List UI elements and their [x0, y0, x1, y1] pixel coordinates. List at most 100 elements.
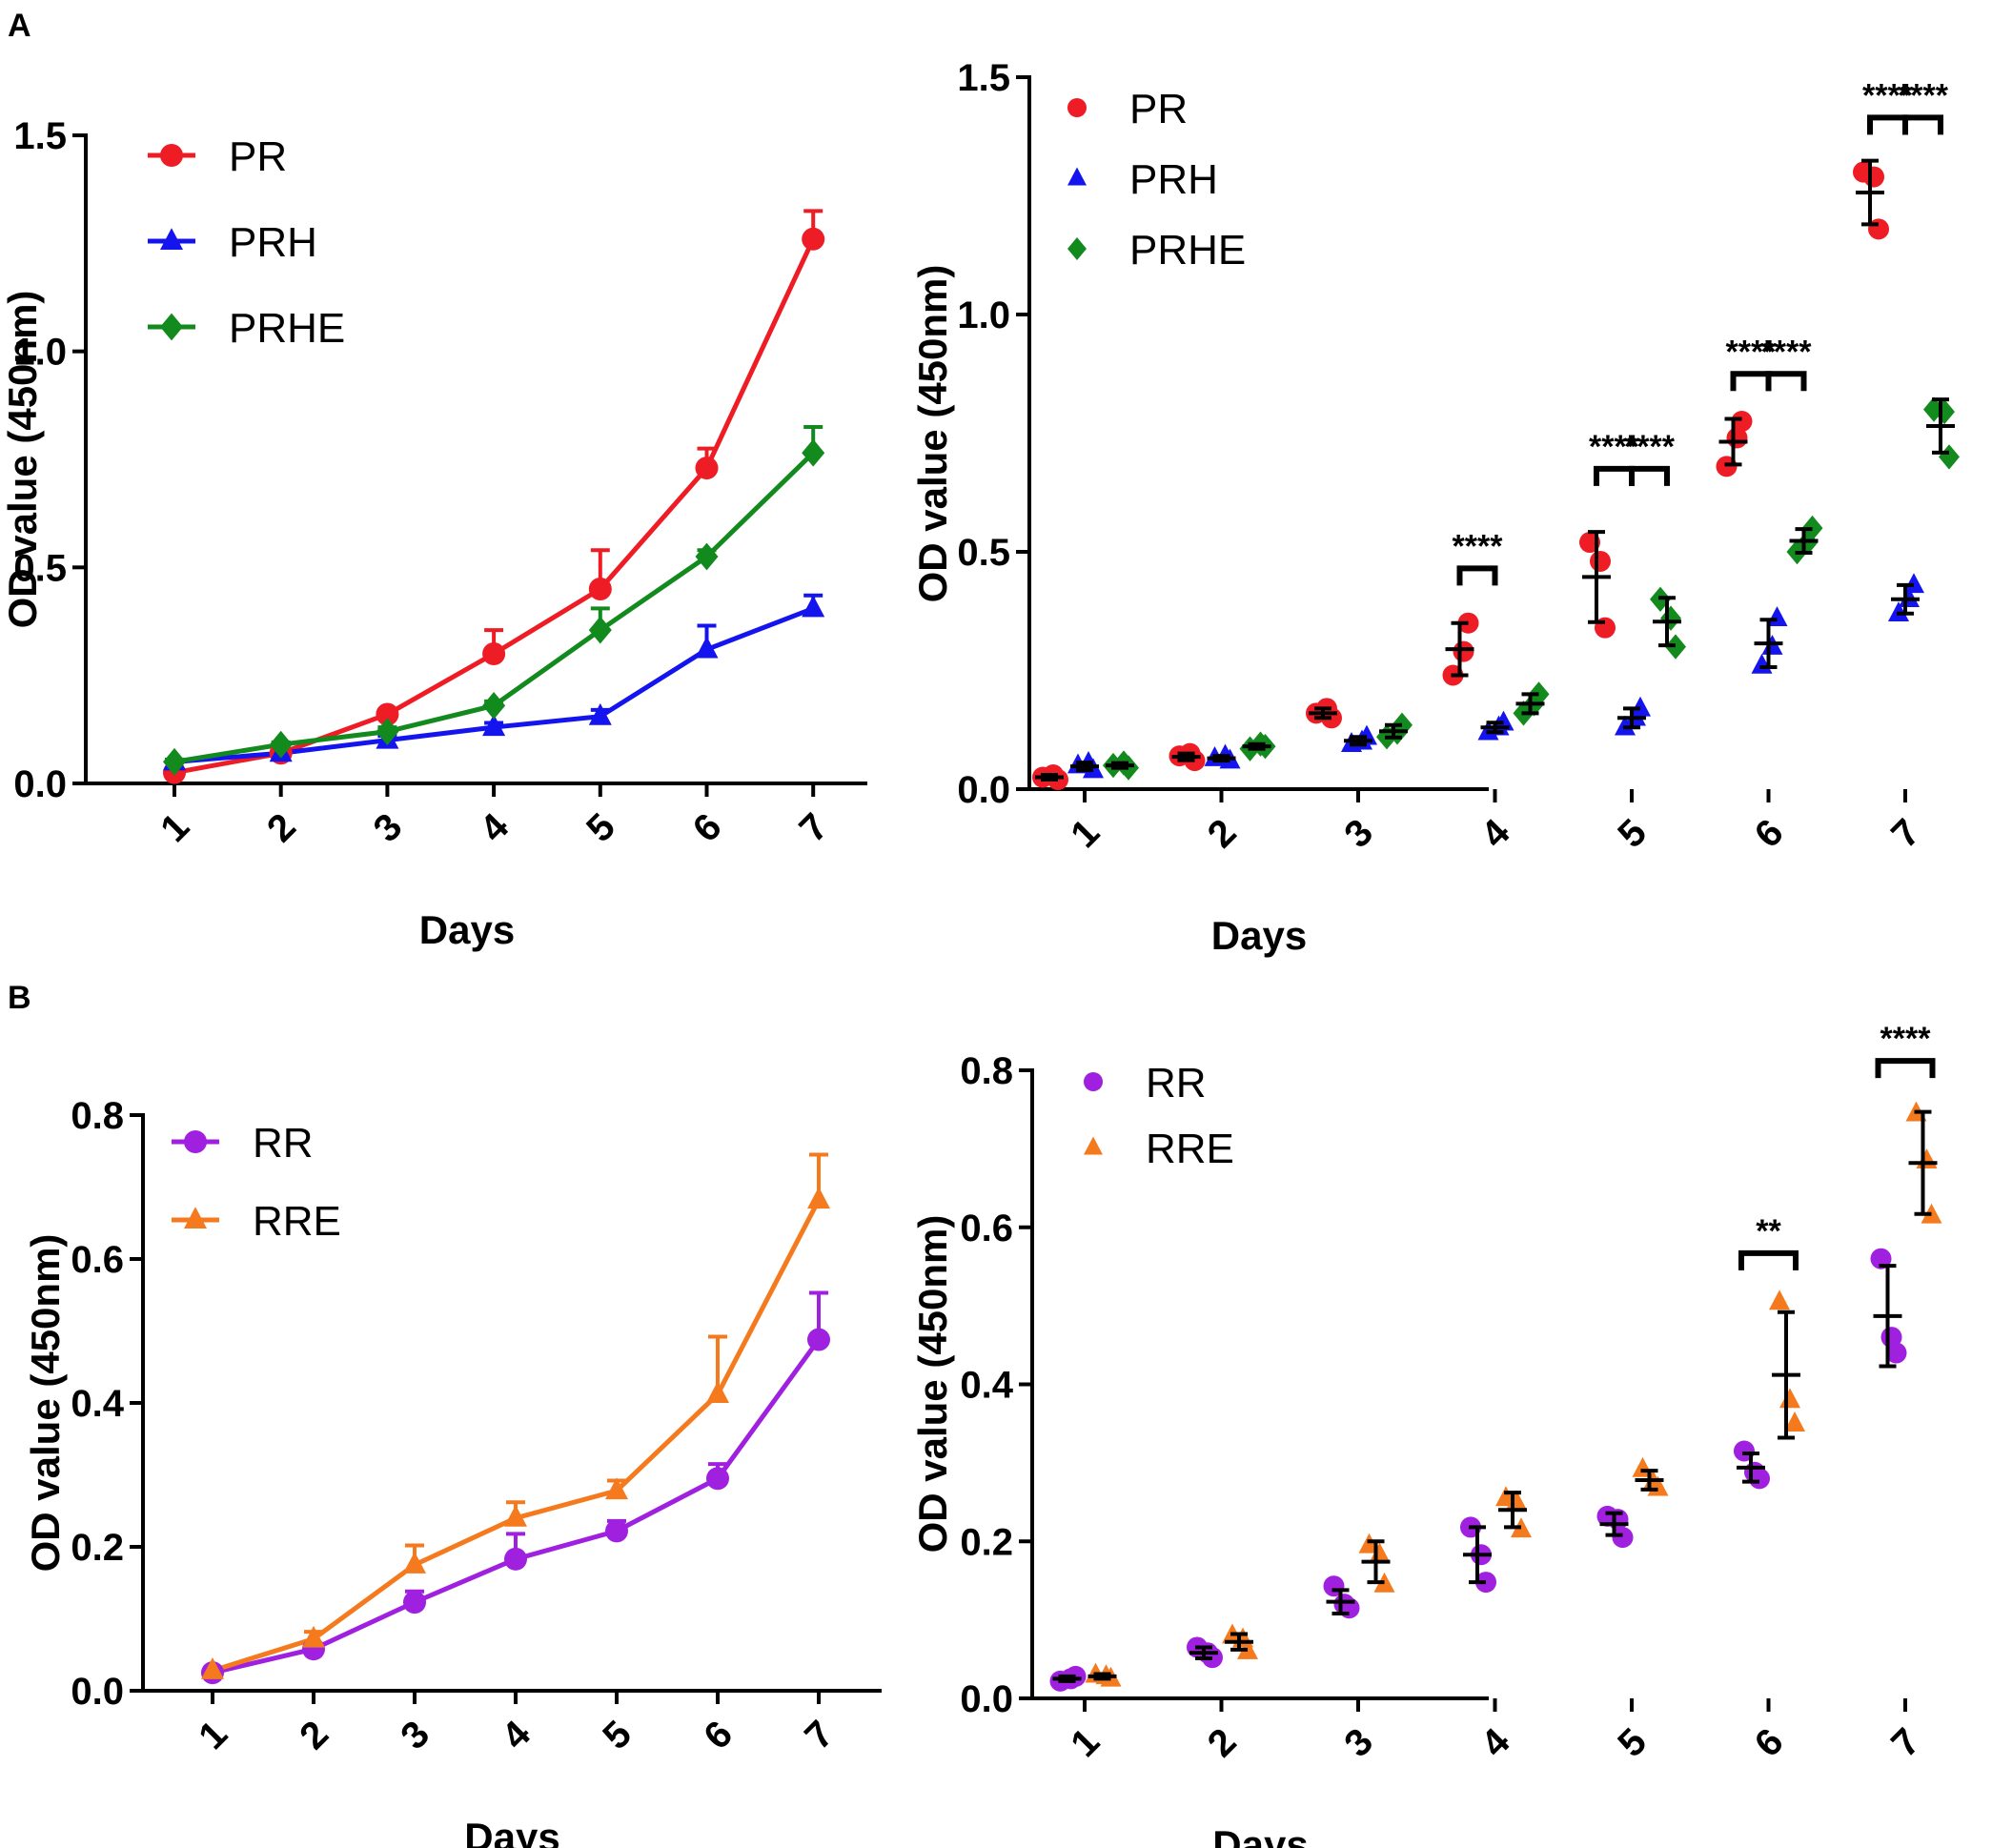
- y-tick-label: 0.0: [71, 1671, 124, 1713]
- significance-label: ****: [1880, 1021, 1932, 1057]
- x-tick-label: 4: [494, 1713, 539, 1757]
- data-point-prh: [1888, 601, 1909, 621]
- y-tick-label: 1.5: [957, 57, 1010, 99]
- y-tick-label: 1.0: [957, 294, 1010, 336]
- y-tick-label: 0.8: [960, 1050, 1013, 1092]
- chart-a-right-scatter: 0.0 0.5 1.0 1.5 1 2 3 4 5 6 7 Days OD value (450nm) *…: [910, 57, 1960, 958]
- x-tick-label: 5: [595, 1713, 640, 1757]
- x-tick-label: 7: [797, 1713, 842, 1757]
- data-point-rr: [605, 1519, 628, 1543]
- data-point-rre: [706, 1381, 729, 1403]
- legend-marker-rre: [184, 1207, 207, 1229]
- y-tick-label: 0.2: [960, 1521, 1013, 1563]
- data-point-rr: [706, 1467, 729, 1491]
- x-tick-label: 4: [1474, 1720, 1518, 1765]
- y-tick-label: 0.4: [960, 1365, 1013, 1407]
- chart-a-left-line: 0.0 0.5 1.0 1.5 1 2 3 4 5 6 7 Days OD value (450nm) P…: [0, 115, 867, 952]
- significance-label: ****: [1589, 429, 1640, 465]
- legend-label-prhe: PRHE: [1129, 227, 1246, 274]
- data-point-rre: [504, 1505, 527, 1527]
- x-axis-title: Days: [1212, 1822, 1308, 1848]
- data-point-prhe: [269, 730, 293, 759]
- significance-label: ****: [1624, 429, 1676, 465]
- y-tick-label: 0.8: [71, 1095, 124, 1137]
- x-tick-label: 6: [1747, 811, 1792, 856]
- data-point-pr: [802, 227, 825, 251]
- data-point-rre: [807, 1187, 830, 1209]
- data-point-pr: [695, 457, 719, 480]
- legend-label-rr: RR: [1146, 1060, 1207, 1107]
- x-tick-label: 6: [1747, 1720, 1792, 1765]
- legend-label-prhe: PRHE: [229, 305, 345, 352]
- x-tick-label: 5: [579, 805, 623, 850]
- x-tick-label: 3: [1336, 1720, 1381, 1765]
- data-point-rr: [1333, 1594, 1355, 1615]
- legend-label-prh: PRH: [229, 219, 317, 266]
- significance-bracket: [1456, 565, 1498, 586]
- x-tick-label: 1: [152, 805, 197, 850]
- legend-label-rre: RRE: [1146, 1126, 1234, 1172]
- data-point-pr: [1731, 411, 1753, 433]
- data-point-rr: [504, 1547, 527, 1571]
- x-tick-label: 4: [1474, 811, 1518, 856]
- panel-label-b: B: [8, 980, 31, 1016]
- legend-marker-pr: [160, 144, 183, 167]
- y-tick-label: 0.6: [960, 1208, 1013, 1249]
- significance-bracket: [1765, 371, 1807, 392]
- data-point-prh: [802, 595, 825, 618]
- x-tick-label: 3: [366, 805, 411, 850]
- x-tick-label: 3: [1336, 811, 1381, 856]
- data-point-prhe: [482, 692, 506, 720]
- y-tick-label: 0.0: [13, 763, 67, 805]
- legend-marker-rr: [184, 1130, 207, 1153]
- significance-label: ****: [1726, 334, 1778, 370]
- data-point-rr: [403, 1591, 426, 1614]
- significance-label: ****: [1453, 528, 1504, 564]
- series-line-rre: [212, 1198, 822, 1674]
- y-axis-title: OD value (450nm): [910, 1215, 955, 1554]
- x-tick-label: 7: [1883, 1720, 1928, 1765]
- data-point-rre: [605, 1477, 628, 1500]
- y-axis-title: OD value (450nm): [910, 265, 955, 603]
- legend-label-prh: PRH: [1129, 156, 1218, 203]
- significance-label: ****: [1898, 77, 1949, 113]
- x-tick-label: 6: [685, 805, 730, 850]
- x-tick-label: 2: [1200, 1720, 1245, 1765]
- x-tick-label: 6: [696, 1713, 741, 1757]
- data-point-prh: [695, 636, 719, 659]
- legend-marker-rr: [1084, 1072, 1103, 1091]
- significance-bracket: [1875, 1058, 1936, 1079]
- y-tick-label: 1.5: [13, 115, 67, 157]
- data-point-pr: [588, 578, 612, 600]
- y-tick-label: 0.0: [960, 1678, 1013, 1720]
- significance-bracket: [1730, 371, 1772, 392]
- data-point-rr: [1744, 1461, 1765, 1483]
- x-tick-label: 5: [1610, 811, 1655, 856]
- x-tick-label: 2: [292, 1713, 336, 1757]
- significance-bracket: [1738, 1249, 1799, 1270]
- significance-label: ****: [1862, 77, 1914, 113]
- panel-label-a: A: [8, 8, 31, 44]
- x-tick-label: 7: [791, 805, 836, 850]
- data-point-prh: [588, 702, 612, 725]
- data-point-prhe: [163, 747, 186, 776]
- x-axis-title: Days: [1211, 913, 1307, 958]
- data-point-prhe: [802, 438, 825, 467]
- y-tick-label: 0.5: [13, 547, 67, 589]
- x-tick-label: 4: [472, 805, 517, 850]
- data-point-pr: [1726, 427, 1748, 449]
- y-tick-label: 0.0: [957, 769, 1010, 811]
- data-point-prh: [482, 714, 506, 737]
- x-tick-label: 7: [1883, 811, 1928, 856]
- data-point-rre: [201, 1657, 224, 1679]
- data-point-pr: [1863, 166, 1884, 188]
- data-point-rre: [302, 1625, 325, 1648]
- x-axis-title: Days: [419, 907, 515, 952]
- legend-marker-prh: [160, 228, 183, 250]
- legend-marker-rre: [1084, 1136, 1103, 1155]
- data-point-rr: [807, 1328, 830, 1351]
- data-point-rr: [1612, 1527, 1634, 1549]
- y-axis-title: OD value (450nm): [23, 1234, 68, 1573]
- data-point-pr: [1590, 550, 1611, 572]
